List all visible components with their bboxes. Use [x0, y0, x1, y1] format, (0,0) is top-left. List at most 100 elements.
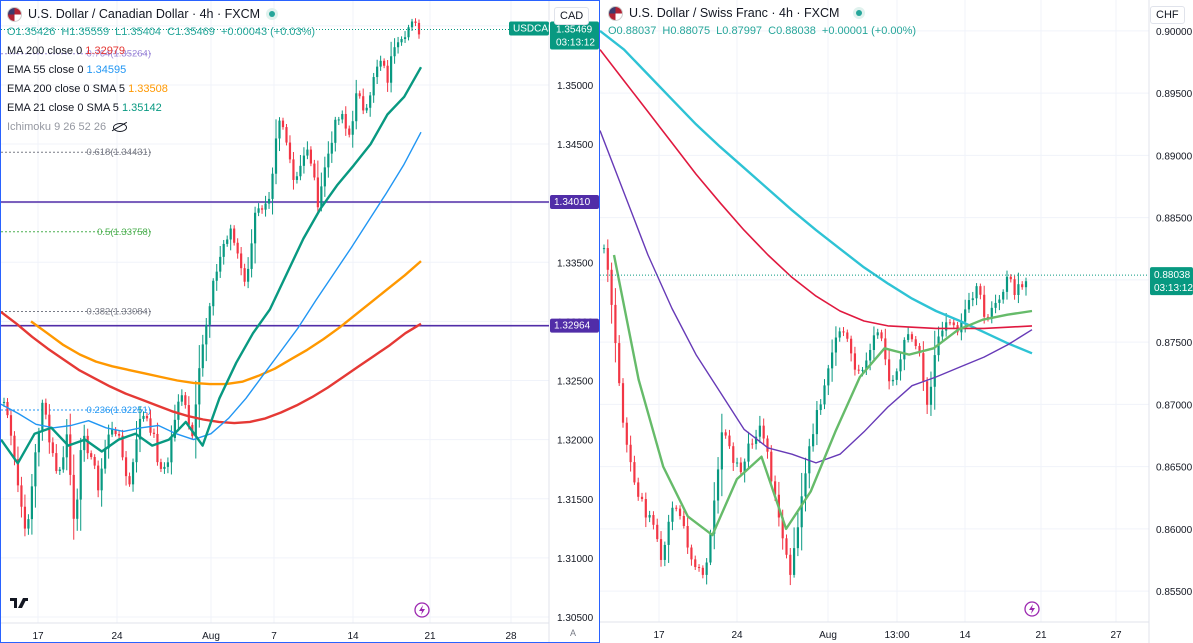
candle-body — [9, 415, 13, 436]
indicator-ma200[interactable]: MA 200 close 0 1.32979 — [7, 42, 318, 61]
usdchf-chart-pane[interactable]: 0.900000.895000.890000.885000.880000.875… — [600, 0, 1193, 643]
us-flag-icon — [608, 5, 623, 21]
usdchf-ohlc-row: O0.88037 H0.88075 L0.87997 C0.88038 +0.0… — [608, 22, 919, 41]
candle-body — [250, 243, 253, 269]
indicator-ema55[interactable]: EMA 55 close 0 1.34595 — [7, 61, 318, 80]
market-open-icon — [853, 7, 866, 19]
usdchf-chart-canvas[interactable]: 0.900000.895000.890000.885000.880000.875… — [600, 0, 1193, 643]
countdown-tag: 03:13:12 — [1154, 283, 1193, 294]
candle-body — [751, 443, 754, 445]
market-open-icon — [266, 8, 279, 20]
lightning-icon — [1024, 601, 1040, 617]
time-axis-tick: Aug — [202, 631, 220, 642]
candle-body — [754, 436, 758, 444]
currency-selector-chf[interactable]: CHF — [1150, 6, 1185, 24]
candle-body — [895, 371, 898, 380]
usdcad-chart-pane[interactable]: 1.355001.350001.345001.340001.335001.330… — [0, 0, 600, 643]
time-axis-tick: 17 — [653, 630, 665, 641]
candle-body — [215, 271, 218, 281]
price-axis-tick: 1.32500 — [557, 377, 594, 388]
usdchf-symbol-title[interactable]: U.S. Dollar / Swiss Franc · 4h · FXCM — [629, 5, 840, 20]
candle-body — [640, 496, 644, 499]
candle-body — [952, 322, 955, 326]
indicator-line — [30, 260, 422, 386]
candle-body — [124, 457, 128, 477]
usdcad-symbol-title[interactable]: U.S. Dollar / Canadian Dollar · 4h · FXC… — [28, 6, 261, 21]
candle-body — [625, 422, 628, 445]
price-tag-bg — [1150, 267, 1193, 296]
indicator-line — [1, 66, 423, 465]
candle-body — [789, 554, 792, 575]
horizontal-level-tag-bg — [550, 194, 599, 209]
candle-body — [222, 243, 225, 257]
candle-body — [2, 401, 6, 403]
ohlc-low: L1.35404 — [115, 26, 162, 38]
candle-body — [819, 404, 822, 411]
candle-body — [800, 496, 803, 528]
candle-body — [720, 432, 723, 470]
candle-body — [316, 177, 319, 208]
candle-body — [365, 107, 368, 111]
candle-body — [880, 332, 883, 339]
indicator-ema21[interactable]: EMA 21 close 0 SMA 5 1.35142 — [7, 99, 318, 118]
indicator-value: 1.35142 — [121, 102, 162, 114]
last-price-tag: 0.88038 — [1154, 270, 1191, 281]
candle-body — [876, 332, 879, 336]
candle-body — [83, 435, 86, 451]
time-axis-tick: 17 — [32, 631, 44, 642]
countdown-tag: 03:13:12 — [556, 37, 595, 48]
indicator-label: EMA 55 close 0 — [7, 64, 84, 76]
fib-level-label: 0.764(1.35264) — [87, 49, 151, 60]
indicator-ichimoku[interactable]: Ichimoku 9 26 52 26 — [7, 118, 318, 137]
currency-selector-cad[interactable]: CAD — [554, 7, 590, 25]
candle-body — [201, 344, 204, 369]
candle-body — [888, 359, 891, 382]
usdcad-chart-canvas[interactable]: 1.355001.350001.345001.340001.335001.330… — [1, 1, 599, 642]
candle-body — [379, 60, 382, 67]
candle-body — [629, 444, 632, 463]
candle-body — [34, 452, 37, 487]
candle-body — [131, 462, 135, 485]
candle-body — [417, 22, 421, 35]
indicator-label: Ichimoku 9 26 52 26 — [7, 121, 107, 133]
candle-body — [177, 401, 180, 420]
ohlc-change: +0.00001 (+0.00%) — [821, 25, 917, 37]
candle-body — [145, 415, 149, 419]
candle-body — [407, 27, 410, 38]
candle-body — [869, 349, 872, 361]
candle-body — [396, 42, 400, 48]
candle-body — [355, 93, 358, 122]
candle-body — [910, 334, 914, 340]
candle-body — [278, 120, 281, 139]
indicator-value: 1.34595 — [86, 64, 127, 76]
fib-level-label: 0.236(1.32251) — [87, 405, 151, 416]
horizontal-level-tag: 1.34010 — [554, 197, 591, 208]
candle-body — [967, 300, 971, 310]
price-axis-tick: 0.89500 — [1156, 89, 1193, 100]
indicator-value: 1.33508 — [128, 83, 168, 95]
candle-body — [281, 120, 285, 128]
price-axis-tick: 1.34500 — [557, 140, 594, 151]
candle-body — [975, 286, 978, 299]
price-axis-tick: 0.87500 — [1156, 338, 1193, 349]
candle-body — [327, 153, 330, 168]
time-axis-tick: Aug — [819, 630, 837, 641]
price-axis-tick: 0.85500 — [1156, 587, 1193, 598]
indicator-value: 1.32979 — [85, 45, 126, 57]
candle-body — [240, 253, 243, 269]
candle-body — [823, 385, 826, 405]
candle-body — [253, 212, 257, 244]
candle-body — [111, 429, 114, 435]
candle-body — [785, 538, 788, 555]
indicator-ema200[interactable]: EMA 200 close 0 SMA 5 1.33508 — [7, 80, 318, 99]
candle-body — [621, 383, 625, 423]
candle-body — [728, 435, 731, 447]
usdchf-legend: U.S. Dollar / Swiss Franc · 4h · FXCM O0… — [608, 4, 919, 41]
candle-body — [891, 379, 895, 382]
candle-body — [1017, 284, 1020, 295]
indicator-line — [600, 130, 1033, 464]
candle-body — [65, 434, 68, 458]
candle-body — [219, 256, 222, 272]
candle-body — [264, 203, 267, 210]
hidden-eye-icon[interactable] — [113, 122, 128, 132]
